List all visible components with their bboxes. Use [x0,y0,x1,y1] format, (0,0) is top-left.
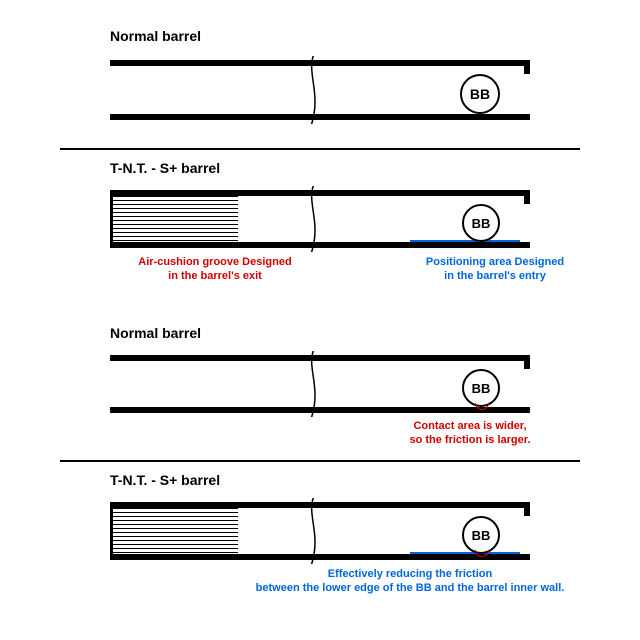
section-title: Normal barrel [110,325,201,341]
caption: Contact area is wider, so the friction i… [360,420,580,448]
barrel-top-wall [110,60,530,66]
section-divider [60,148,580,150]
barrel-bottom-wall [110,554,530,560]
air-cushion-groove [110,196,238,242]
barrel-bottom-wall [110,114,530,120]
barrel: BB [110,190,530,248]
barrel-entry-lip [524,355,530,369]
caption: Effectively reducing the friction betwee… [200,568,620,596]
section-title: Normal barrel [110,28,201,44]
bb-label: BB [472,528,491,543]
barrel-top-wall [110,355,530,361]
barrel-bottom-wall [110,242,530,248]
section-divider [60,460,580,462]
barrel: BB [110,60,530,120]
caption: Positioning area Designed in the barrel'… [405,256,585,284]
caption: Air-cushion groove Designed in the barre… [115,256,315,284]
barrel-bottom-wall [110,407,530,413]
positioning-line [410,240,520,242]
bb-pellet: BB [460,74,500,114]
bb-label: BB [472,381,491,396]
barrel: BB [110,355,530,413]
bb-pellet: BB [462,369,500,407]
bb-label: BB [472,216,491,231]
barrel-entry-lip [524,502,530,516]
section-title: T-N.T. - S+ barrel [110,472,220,488]
barrel: BB [110,502,530,560]
bb-pellet: BB [462,204,500,242]
barrel-entry-lip [524,190,530,204]
positioning-line [410,552,520,554]
diagram-canvas: Normal barrel BB T-N.T. - S+ barrel BB Air-c… [0,0,640,640]
bb-pellet: BB [462,516,500,554]
barrel-entry-lip [524,60,530,74]
air-cushion-groove [110,508,238,554]
section-title: T-N.T. - S+ barrel [110,160,220,176]
bb-label: BB [470,86,490,102]
